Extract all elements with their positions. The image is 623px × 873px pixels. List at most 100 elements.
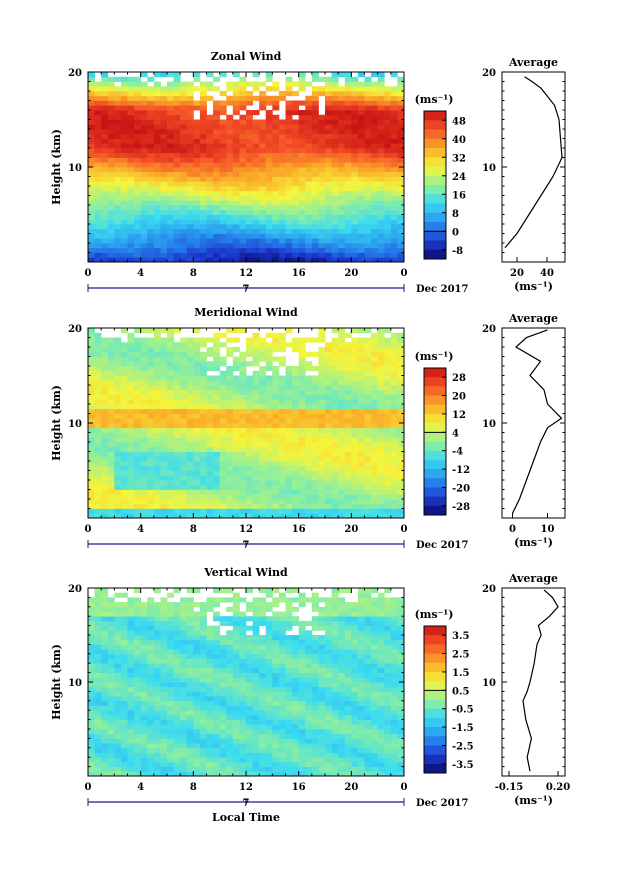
heatmap-cell bbox=[272, 427, 280, 433]
heatmap-cell bbox=[239, 143, 247, 149]
heatmap-cell bbox=[232, 176, 240, 182]
heatmap-cell bbox=[272, 408, 280, 414]
heatmap-cell bbox=[180, 257, 188, 263]
heatmap-cell bbox=[331, 252, 339, 258]
heatmap-cell bbox=[232, 719, 240, 725]
heatmap-cell bbox=[160, 171, 168, 177]
heatmap-cell bbox=[285, 513, 293, 519]
heatmap-cell bbox=[153, 162, 161, 168]
heatmap-cell bbox=[199, 205, 207, 211]
heatmap-cell bbox=[120, 710, 128, 716]
heatmap-cell bbox=[213, 342, 221, 348]
heatmap-cell bbox=[167, 465, 174, 471]
x-tick-label: 16 bbox=[292, 524, 306, 535]
heatmap-cell bbox=[219, 620, 227, 626]
heatmap-cell bbox=[232, 413, 240, 419]
heatmap-cell bbox=[114, 95, 122, 101]
heatmap-cell bbox=[397, 167, 405, 173]
heatmap-cell bbox=[298, 148, 306, 154]
heatmap-cell bbox=[140, 761, 148, 767]
heatmap-cell bbox=[325, 86, 332, 92]
heatmap-cell bbox=[160, 351, 168, 357]
heatmap-cell bbox=[338, 105, 346, 111]
heatmap-cell bbox=[331, 152, 339, 158]
heatmap-cell bbox=[259, 228, 267, 234]
heatmap-cell bbox=[107, 389, 115, 395]
heatmap-cell bbox=[371, 404, 379, 410]
heatmap-cell bbox=[101, 620, 109, 626]
heatmap-cell bbox=[344, 86, 352, 92]
heatmap-cell bbox=[88, 138, 95, 144]
heatmap-cell bbox=[167, 238, 174, 244]
heatmap-cell bbox=[298, 76, 306, 82]
colorbar-swatch bbox=[424, 175, 446, 186]
heatmap-cell bbox=[88, 743, 95, 749]
heatmap-cell bbox=[107, 214, 115, 220]
heatmap-cell bbox=[193, 503, 201, 509]
heatmap-cell bbox=[186, 649, 194, 655]
heatmap-cell bbox=[167, 186, 174, 192]
heatmap-cell bbox=[325, 181, 332, 187]
heatmap-cell bbox=[120, 190, 128, 196]
heatmap-cell bbox=[252, 81, 260, 87]
heatmap-cell bbox=[88, 729, 95, 735]
heatmap-cell bbox=[167, 682, 174, 688]
heatmap-cell bbox=[331, 446, 339, 452]
heatmap-cell bbox=[292, 370, 300, 376]
heatmap-cell bbox=[219, 233, 227, 239]
heatmap-cell bbox=[120, 733, 128, 739]
heatmap-cell bbox=[186, 630, 194, 636]
heatmap-cell bbox=[180, 513, 188, 519]
heatmap-cell bbox=[199, 95, 207, 101]
heatmap-cell bbox=[331, 480, 339, 486]
heatmap-cell bbox=[193, 677, 201, 683]
heatmap-cell bbox=[239, 611, 247, 617]
heatmap-cell bbox=[213, 205, 221, 211]
heatmap-cell bbox=[325, 385, 332, 391]
heatmap-cell bbox=[219, 480, 227, 486]
heatmap-cell bbox=[114, 625, 122, 631]
heatmap-cell bbox=[140, 243, 148, 249]
heatmap-cell bbox=[259, 771, 267, 777]
heatmap-cell bbox=[186, 625, 194, 631]
heatmap-cell bbox=[246, 408, 253, 414]
heatmap-cell bbox=[232, 658, 240, 664]
heatmap-cell bbox=[160, 653, 168, 659]
heatmap-cell bbox=[153, 195, 161, 201]
heatmap-cell bbox=[292, 446, 300, 452]
heatmap-cell bbox=[344, 219, 352, 225]
heatmap-cell bbox=[167, 413, 174, 419]
heatmap-cell bbox=[344, 413, 352, 419]
heatmap-cell bbox=[153, 100, 161, 106]
heatmap-cell bbox=[213, 611, 221, 617]
heatmap-cell bbox=[153, 200, 161, 206]
heatmap-cell bbox=[325, 152, 332, 158]
heatmap-cell bbox=[120, 351, 128, 357]
heatmap-cell bbox=[278, 186, 286, 192]
heatmap-cell bbox=[88, 110, 95, 116]
heatmap-cell bbox=[357, 342, 365, 348]
heatmap-cell bbox=[153, 328, 161, 334]
heatmap-cell bbox=[384, 470, 392, 476]
heatmap-cell bbox=[246, 475, 253, 481]
heatmap-cell bbox=[180, 508, 188, 514]
heatmap-cell bbox=[226, 663, 234, 669]
heatmap-cell bbox=[371, 484, 379, 490]
heatmap-cell bbox=[134, 328, 142, 334]
heatmap-cell bbox=[344, 451, 352, 457]
heatmap-cell bbox=[364, 380, 372, 386]
heatmap-cell bbox=[107, 176, 115, 182]
heatmap-cell bbox=[338, 399, 346, 405]
heatmap-cell bbox=[153, 418, 161, 424]
heatmap-cell bbox=[213, 361, 221, 367]
heatmap-cell bbox=[127, 399, 135, 405]
heatmap-cell bbox=[292, 442, 300, 448]
heatmap-cell bbox=[325, 124, 332, 130]
heatmap-cell bbox=[107, 361, 115, 367]
heatmap-cell bbox=[134, 205, 142, 211]
heatmap-cell bbox=[397, 342, 405, 348]
heatmap-cell bbox=[305, 238, 313, 244]
heatmap-cell bbox=[153, 743, 161, 749]
heatmap-cell bbox=[305, 375, 313, 381]
